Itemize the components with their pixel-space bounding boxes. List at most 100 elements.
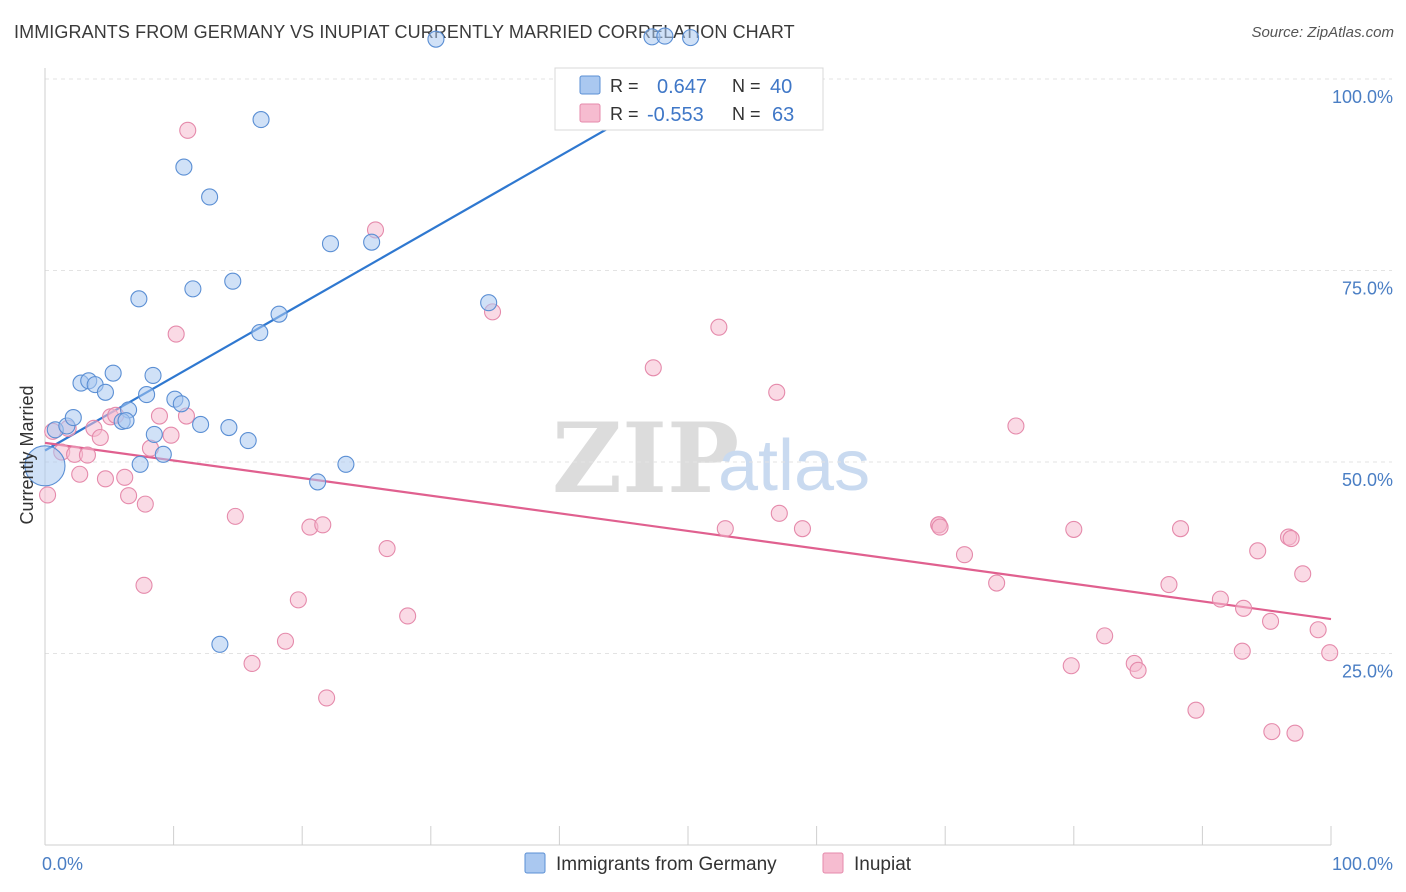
inupiat-point bbox=[1171, 520, 1190, 538]
legend-n-label: N = bbox=[732, 104, 761, 124]
inupiat-point bbox=[96, 470, 114, 488]
inupiat-point bbox=[988, 574, 1006, 592]
trend-line-inupiat bbox=[44, 441, 1332, 621]
inupiat-point bbox=[1235, 599, 1253, 617]
bottom-legend-label-inupiat: Inupiat bbox=[854, 854, 912, 875]
germany-point bbox=[172, 395, 190, 413]
chart-title: IMMIGRANTS FROM GERMANY VS INUPIAT CURRE… bbox=[14, 22, 795, 42]
germany-point bbox=[220, 418, 238, 437]
legend-box: R = 0.647 N = 40 R = -0.553 N = 63 bbox=[554, 67, 824, 131]
inupiat-point bbox=[1263, 723, 1281, 741]
inupiat-point bbox=[793, 520, 812, 538]
inupiat-point bbox=[120, 487, 138, 505]
legend-r-value-inupiat: -0.553 bbox=[647, 104, 704, 126]
y-tick-label: 100.0% bbox=[1332, 87, 1393, 107]
watermark-atlas: atlas bbox=[718, 426, 870, 506]
germany-point bbox=[224, 272, 242, 290]
inupiat-point bbox=[91, 428, 109, 447]
inupiat-point bbox=[1211, 590, 1229, 608]
inupiat-point bbox=[768, 383, 786, 401]
legend-swatch-inupiat bbox=[579, 103, 601, 123]
germany-point bbox=[252, 111, 270, 129]
legend-r-label: R = bbox=[610, 104, 639, 124]
legend-r-label: R = bbox=[610, 76, 639, 96]
inupiat-point bbox=[276, 632, 295, 650]
y-tick-label: 75.0% bbox=[1342, 279, 1393, 299]
inupiat-point bbox=[78, 446, 96, 464]
germany-point bbox=[131, 455, 149, 473]
germany-point bbox=[192, 415, 210, 434]
inupiat-point bbox=[710, 318, 728, 336]
germany-point bbox=[154, 445, 172, 463]
germany-point bbox=[138, 386, 156, 404]
germany-point bbox=[201, 188, 219, 206]
inupiat-point bbox=[1096, 627, 1114, 645]
germany-point bbox=[117, 412, 135, 430]
trend-line-germany bbox=[44, 78, 695, 452]
inupiat-point bbox=[71, 465, 89, 483]
inupiat-point bbox=[289, 591, 307, 609]
inupiat-point bbox=[1129, 661, 1147, 679]
inupiat-point bbox=[39, 486, 57, 504]
germany-point bbox=[211, 635, 229, 653]
inupiat-point bbox=[226, 507, 244, 525]
inupiat-point bbox=[1309, 621, 1327, 639]
y-tick-label: 25.0% bbox=[1342, 662, 1393, 682]
inupiat-point bbox=[167, 325, 185, 343]
inupiat-point bbox=[1249, 542, 1267, 560]
watermark-zip: ZIP bbox=[552, 402, 739, 515]
germany-point bbox=[144, 366, 162, 384]
germany-point bbox=[337, 455, 355, 473]
germany-point bbox=[270, 305, 288, 323]
germany-point bbox=[363, 233, 381, 251]
inupiat-point bbox=[770, 504, 788, 522]
germany-point bbox=[251, 323, 269, 342]
germany-point bbox=[480, 294, 498, 312]
germany-point bbox=[239, 432, 257, 450]
inupiat-point bbox=[1294, 565, 1312, 583]
germany-point bbox=[96, 383, 114, 401]
bottom-legend-swatch-inupiat bbox=[822, 852, 844, 874]
inupiat-point bbox=[1062, 657, 1080, 675]
germany-point bbox=[682, 29, 700, 47]
inupiat-point bbox=[1282, 530, 1300, 548]
inupiat-point bbox=[116, 468, 134, 486]
trend-lines bbox=[44, 78, 1332, 621]
inupiat-point bbox=[644, 359, 662, 377]
y-axis-label: Currently Married bbox=[17, 385, 37, 524]
data-points bbox=[24, 27, 1339, 742]
legend-n-value-inupiat: 63 bbox=[772, 104, 794, 126]
germany-point bbox=[656, 27, 674, 45]
inupiat-point bbox=[1233, 642, 1251, 660]
inupiat-point bbox=[1065, 520, 1083, 538]
x-tick-label: 100.0% bbox=[1332, 854, 1393, 874]
germany-point bbox=[321, 235, 340, 253]
germany-point bbox=[175, 158, 193, 176]
inupiat-point bbox=[955, 546, 974, 564]
legend-n-value-germany: 40 bbox=[770, 76, 792, 98]
x-tick-labels: 0.0% 100.0% bbox=[42, 854, 1393, 874]
y-tick-label: 50.0% bbox=[1342, 470, 1393, 490]
germany-point bbox=[64, 409, 82, 427]
inupiat-point bbox=[1160, 576, 1178, 594]
inupiat-point bbox=[1286, 724, 1304, 742]
inupiat-point bbox=[931, 518, 949, 536]
legend-r-value-germany: 0.647 bbox=[657, 76, 707, 98]
inupiat-point bbox=[314, 516, 332, 534]
inupiat-point bbox=[1262, 612, 1280, 630]
inupiat-point bbox=[162, 426, 180, 444]
inupiat-point bbox=[135, 576, 153, 594]
inupiat-point bbox=[1007, 417, 1025, 435]
inupiat-point bbox=[136, 495, 154, 513]
inupiat-point bbox=[1187, 701, 1205, 719]
germany-point bbox=[145, 425, 163, 443]
bottom-legend: Immigrants from Germany Inupiat bbox=[524, 852, 912, 875]
y-tick-labels: 25.0% 50.0% 75.0% 100.0% bbox=[1332, 87, 1393, 682]
inupiat-point bbox=[179, 121, 197, 139]
inupiat-point bbox=[399, 607, 417, 625]
germany-point bbox=[309, 473, 327, 491]
legend-swatch-germany bbox=[579, 75, 601, 95]
inupiat-point bbox=[318, 689, 336, 707]
inupiat-point bbox=[378, 540, 396, 558]
